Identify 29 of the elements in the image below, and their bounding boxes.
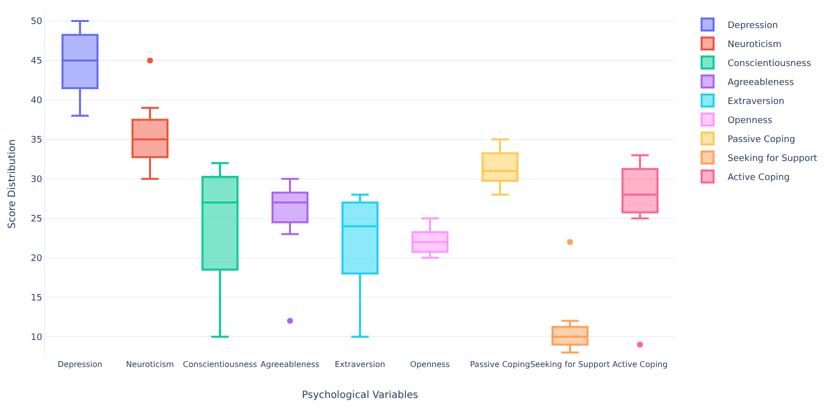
x-tick-label: Depression	[58, 360, 102, 369]
legend-label: Conscientiousness	[728, 59, 812, 70]
x-tick-label: Active Coping	[612, 360, 668, 369]
y-tick-label: 35	[30, 136, 42, 146]
x-tick-label: Neuroticism	[126, 360, 174, 369]
y-tick-label: 40	[30, 96, 42, 106]
x-tick-label: Agreeableness	[260, 360, 320, 369]
x-tick-label: Seeking for Support	[530, 360, 610, 369]
y-tick-label: 50	[30, 17, 42, 28]
legend-label: Passive Coping	[728, 135, 796, 146]
legend-label: Openness	[728, 116, 773, 126]
x-tick-label: Openness	[410, 360, 450, 369]
legend-label: Agreeableness	[728, 78, 794, 88]
y-tick-label: 45	[30, 56, 42, 67]
legend-label: Seeking for Support	[728, 154, 818, 164]
y-axis-title: Score Distribution	[7, 139, 18, 229]
x-tick-label: Passive Coping	[470, 360, 530, 369]
legend-label: Depression	[728, 21, 778, 32]
y-tick-label: 30	[30, 175, 42, 186]
legend-label: Extraversion	[728, 97, 784, 108]
legend-label: Neuroticism	[728, 40, 782, 50]
y-tick-label: 25	[30, 214, 42, 224]
x-axis-title: Psychological Variables	[302, 390, 418, 401]
y-tick-label: 15	[30, 293, 42, 304]
y-tick-label: 10	[30, 332, 42, 343]
x-tick-label: Conscientiousness	[182, 360, 258, 369]
x-tick-label: Extraversion	[334, 360, 386, 369]
legend-label: Active Coping	[728, 173, 790, 184]
y-tick-label: 20	[30, 254, 42, 264]
